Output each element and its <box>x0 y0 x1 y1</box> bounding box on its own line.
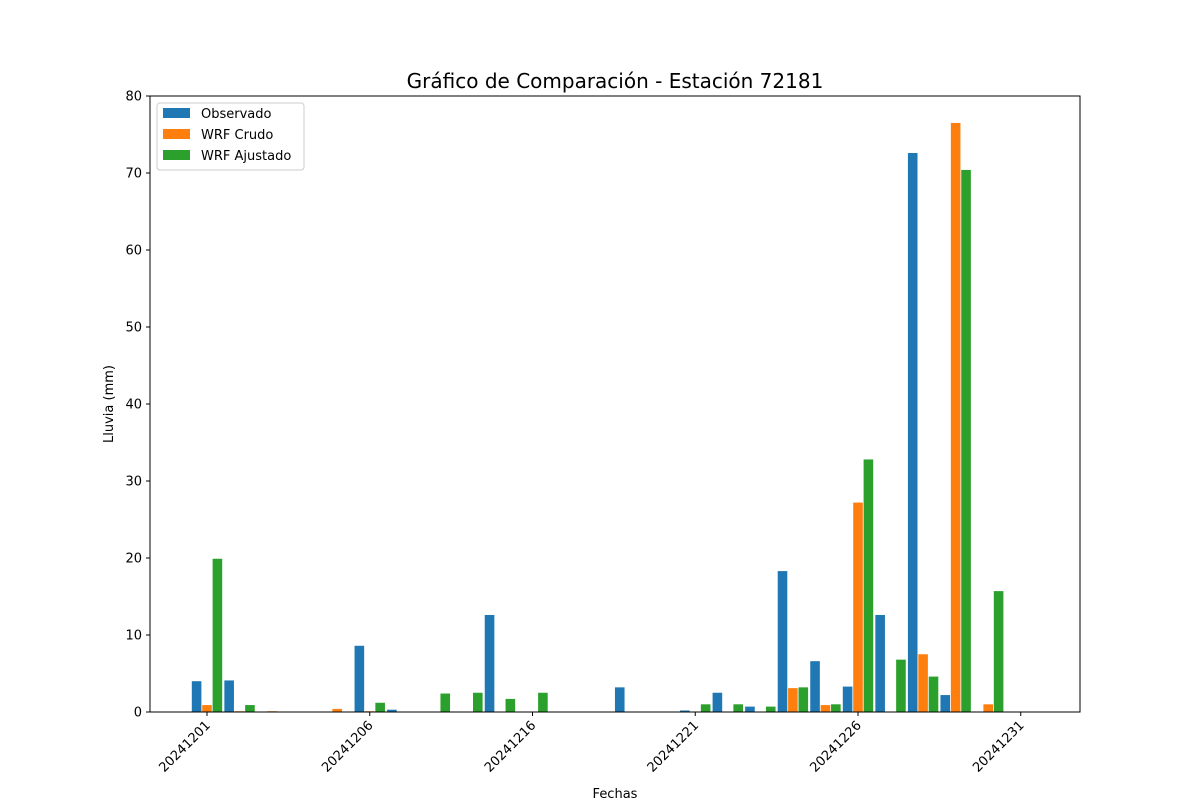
y-tick-label: 10 <box>125 629 142 644</box>
plot-frame <box>149 95 1081 713</box>
x-tick-label: 20241201 <box>156 718 213 775</box>
bar <box>712 692 723 712</box>
series-observado <box>191 152 951 713</box>
y-tick-label: 60 <box>125 244 142 259</box>
legend-swatch <box>163 108 190 118</box>
bar <box>896 659 906 712</box>
bar <box>788 688 798 712</box>
legend-box <box>156 102 305 171</box>
x-tick-label: 20241231 <box>970 718 1027 775</box>
bar <box>745 706 755 712</box>
y-tick-label: 0 <box>134 706 142 721</box>
y-axis-label: Lluvia (mm) <box>102 365 117 443</box>
x-tick-label: 20241216 <box>482 718 539 775</box>
bar <box>765 706 776 712</box>
bar <box>484 614 495 712</box>
bar <box>614 687 625 712</box>
bar <box>375 702 385 712</box>
x-tick-label: 20241206 <box>319 718 376 775</box>
series-wrf-ajustado <box>212 169 1004 713</box>
x-axis-label: Fechas <box>593 787 638 800</box>
bar <box>733 704 743 712</box>
bar <box>875 614 885 712</box>
bar <box>387 709 397 712</box>
chart-title: Gráfico de Comparación - Estación 72181 <box>407 69 824 93</box>
y-tick-label: 80 <box>125 90 142 105</box>
legend: Observado WRF Crudo WRF Ajustado <box>156 102 305 171</box>
bar <box>224 680 234 712</box>
bar <box>440 693 451 712</box>
legend-label: WRF Crudo <box>201 128 273 143</box>
legend-label: WRF Ajustado <box>201 149 291 164</box>
bar <box>961 169 971 713</box>
bar <box>863 459 874 712</box>
legend-swatch <box>163 150 190 160</box>
x-tick-label: 20241221 <box>645 718 702 775</box>
bar <box>700 704 711 712</box>
series-wrf-crudo <box>202 122 993 712</box>
bar <box>245 705 255 712</box>
y-axis: 0 10 20 30 40 50 60 70 80 <box>125 90 150 721</box>
bar <box>993 591 1004 712</box>
bar <box>777 571 788 712</box>
bar <box>842 686 853 712</box>
y-tick-label: 20 <box>125 552 142 567</box>
bar <box>538 692 548 712</box>
bar <box>940 695 951 712</box>
bar <box>212 558 223 712</box>
bar <box>191 681 202 712</box>
bar <box>798 687 809 712</box>
bar <box>680 710 690 712</box>
bar <box>202 705 212 712</box>
x-tick-label: 20241226 <box>807 718 864 775</box>
bar <box>831 704 841 712</box>
y-tick-label: 50 <box>125 321 142 336</box>
bar <box>853 502 863 712</box>
y-tick-label: 70 <box>125 167 142 182</box>
y-tick-label: 40 <box>125 398 142 413</box>
legend-label: Observado <box>201 107 272 122</box>
bar <box>918 654 928 712</box>
bar <box>332 708 342 712</box>
bar <box>983 704 993 712</box>
bar <box>505 698 516 712</box>
y-tick-label: 30 <box>125 475 142 490</box>
bar <box>820 705 831 712</box>
legend-swatch <box>163 129 190 139</box>
bars-group <box>191 122 1004 713</box>
bar <box>354 645 365 712</box>
bar <box>928 676 939 712</box>
bar <box>907 152 918 713</box>
bar <box>473 692 483 712</box>
x-axis: 20241201 20241206 20241216 20241221 20241226… <box>156 712 1028 776</box>
bar <box>810 661 820 712</box>
bar <box>950 122 961 712</box>
